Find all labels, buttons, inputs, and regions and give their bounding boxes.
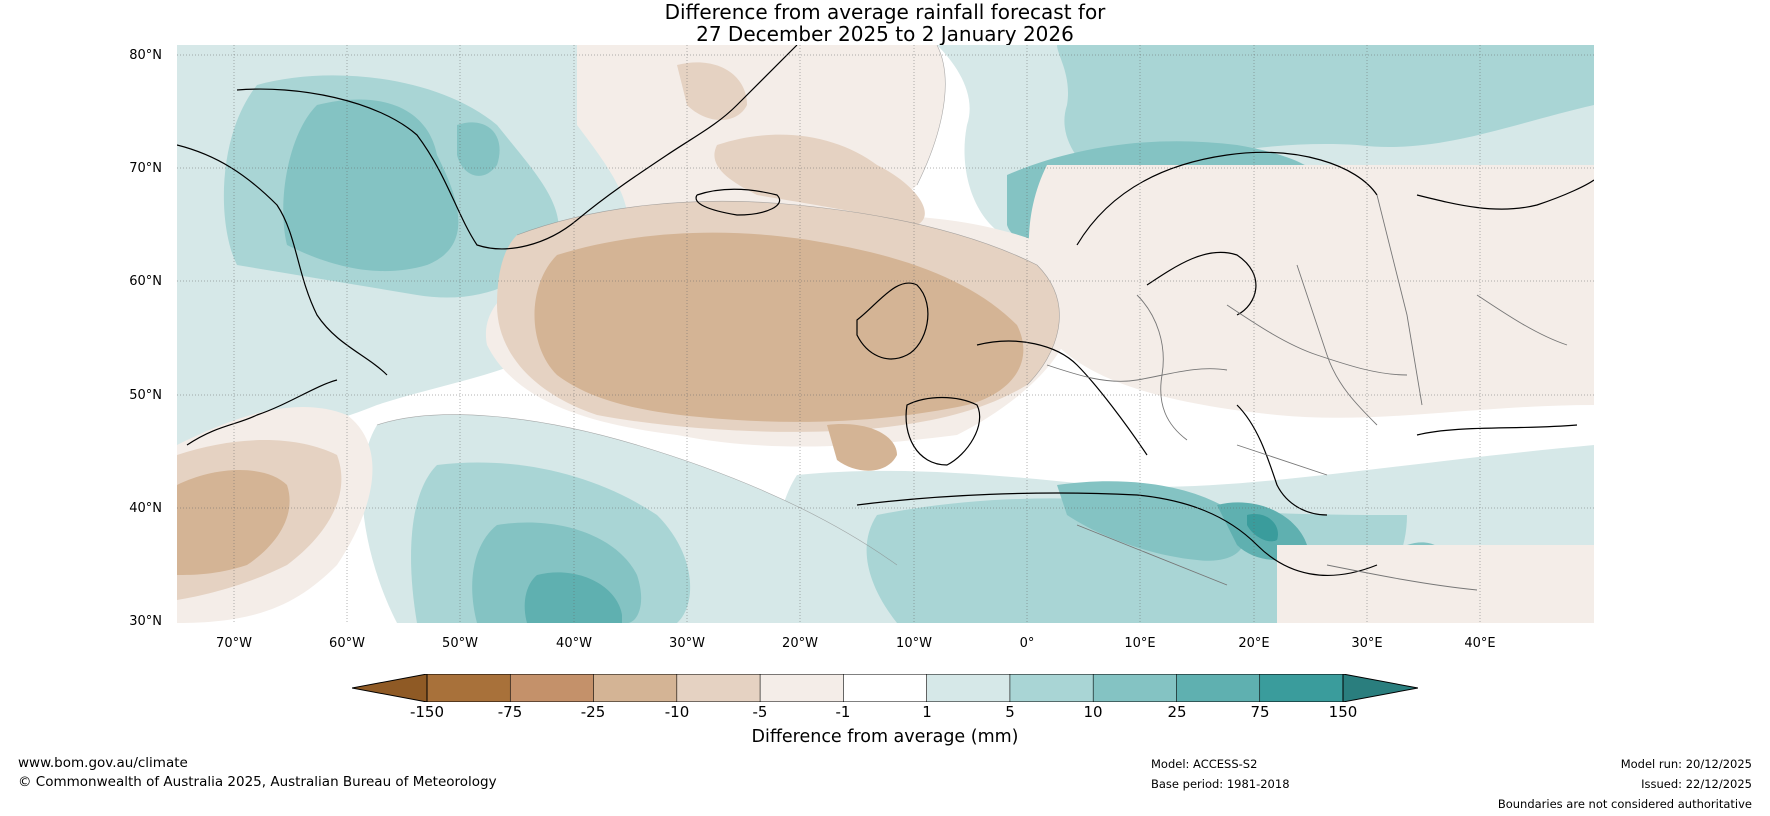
lat-label-40n: 40°N: [129, 501, 162, 516]
base-period-text: Base period: 1981-2018: [1151, 777, 1290, 791]
colorbar-segment: [1259, 674, 1344, 702]
lon-label-20e: 20°E: [1238, 636, 1270, 651]
colorbar: [352, 674, 1418, 702]
lat-label-70n: 70°N: [129, 161, 162, 176]
lon-label-40w: 40°W: [556, 636, 592, 651]
colorbar-label: Difference from average (mm): [751, 727, 1019, 747]
colorbar-segment: [593, 674, 678, 702]
lat-label-60n: 60°N: [129, 274, 162, 289]
colorbar-segment: [676, 674, 761, 702]
lon-label-70w: 70°W: [216, 636, 252, 651]
lon-label-20w: 20°W: [782, 636, 818, 651]
lon-label-10w: 10°W: [896, 636, 932, 651]
rainfall-anomaly-map: [177, 45, 1594, 623]
lon-label-30w: 30°W: [669, 636, 705, 651]
colorbar-under-arrow: [352, 674, 427, 702]
copyright-text: © Commonwealth of Australia 2025, Austra…: [18, 774, 497, 790]
lon-label-30e: 30°E: [1351, 636, 1383, 651]
colorbar-tick: 5: [1005, 703, 1015, 721]
colorbar-tick: 1: [922, 703, 932, 721]
colorbar-segment: [1092, 674, 1178, 702]
lat-label-30n: 30°N: [129, 614, 162, 629]
colorbar-tick: 150: [1328, 703, 1358, 721]
colorbar-segment: [426, 674, 512, 702]
colorbar-segment: [759, 674, 845, 702]
lon-label-50w: 50°W: [442, 636, 478, 651]
lon-label-10e: 10°E: [1124, 636, 1156, 651]
colorbar-tick: 75: [1250, 703, 1270, 721]
contour-lines: [376, 45, 1060, 566]
lon-label-40e: 40°E: [1464, 636, 1496, 651]
colorbar-tick: -25: [580, 703, 606, 721]
colorbar-segment: [1176, 674, 1261, 702]
colorbar-tick: 10: [1083, 703, 1103, 721]
colorbar-tick: -1: [835, 703, 851, 721]
lat-label-80n: 80°N: [129, 48, 162, 63]
lon-label-0: 0°: [1019, 636, 1035, 651]
map-title: Difference from average rainfall forecas…: [664, 0, 1106, 24]
colorbar-tick: -10: [664, 703, 690, 721]
colorbar-segment: [1009, 674, 1094, 702]
lon-label-60w: 60°W: [329, 636, 365, 651]
colorbar-segments: [426, 674, 1344, 702]
colorbar-over-arrow: [1343, 674, 1418, 702]
colorbar-segment: [926, 674, 1011, 702]
issued-text: Issued: 22/12/2025: [1641, 777, 1752, 791]
colorbar-tick: -150: [409, 703, 445, 721]
dry-anomaly-regions: [177, 45, 1594, 623]
model-run-text: Model run: 20/12/2025: [1620, 757, 1752, 771]
graticule: [177, 45, 1594, 623]
colorbar-segment: [509, 674, 595, 702]
map-subtitle-dates: 27 December 2025 to 2 January 2026: [696, 22, 1074, 46]
website-link[interactable]: www.bom.gov.au/climate: [18, 755, 188, 771]
lat-label-50n: 50°N: [129, 388, 162, 403]
disclaimer-text: Boundaries are not considered authoritat…: [1497, 797, 1752, 811]
coastline-icon: [177, 45, 1594, 576]
colorbar-segment: [843, 674, 928, 702]
model-text: Model: ACCESS-S2: [1151, 757, 1258, 771]
colorbar-tick: -75: [497, 703, 523, 721]
country-borders: [1046, 194, 1568, 591]
colorbar-tick: 25: [1167, 703, 1187, 721]
colorbar-tick: -5: [752, 703, 768, 721]
